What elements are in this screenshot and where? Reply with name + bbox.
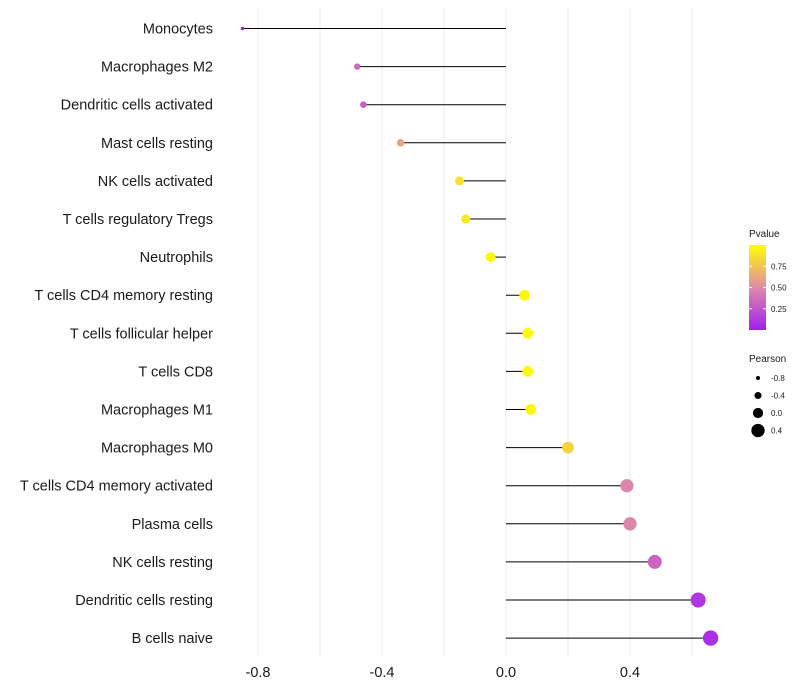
lollipop-point bbox=[702, 630, 719, 646]
lollipop-point bbox=[647, 554, 662, 569]
category-label: Dendritic cells activated bbox=[61, 98, 213, 114]
category-label: T cells follicular helper bbox=[70, 326, 213, 342]
x-tick-label: -0.8 bbox=[246, 665, 271, 681]
lollipop-stems bbox=[242, 28, 711, 639]
category-label: Macrophages M2 bbox=[101, 60, 213, 76]
lollipop-point bbox=[485, 252, 496, 263]
category-label: Macrophages M0 bbox=[101, 441, 213, 457]
category-label: T cells regulatory Tregs bbox=[63, 212, 213, 228]
lollipop-point bbox=[454, 176, 465, 186]
pvalue-legend-label: 0.50 bbox=[771, 284, 787, 293]
lollipop-points bbox=[240, 26, 719, 646]
category-label: Monocytes bbox=[143, 22, 213, 38]
category-label: NK cells activated bbox=[98, 174, 213, 190]
lollipop-point bbox=[522, 327, 534, 339]
pvalue-legend-title: Pvalue bbox=[749, 229, 780, 240]
lollipop-point bbox=[690, 592, 706, 608]
x-tick-label: 0.4 bbox=[620, 665, 640, 681]
pvalue-colorbar bbox=[749, 245, 766, 330]
lollipop-point bbox=[522, 366, 534, 377]
x-tick-label: 0.0 bbox=[496, 665, 516, 681]
category-label: NK cells resting bbox=[112, 555, 213, 571]
pearson-legend-title: Pearson bbox=[749, 354, 786, 365]
category-label: T cells CD4 memory resting bbox=[34, 288, 213, 304]
lollipop-point bbox=[562, 441, 574, 454]
pvalue-legend-label: 0.75 bbox=[771, 262, 787, 271]
category-label: Neutrophils bbox=[140, 250, 213, 266]
lollipop-point bbox=[620, 479, 634, 493]
lollipop-point bbox=[461, 214, 471, 224]
category-labels: Monocytes Macrophages M2 Dendritic cells a… bbox=[20, 22, 213, 648]
lollipop-point bbox=[353, 63, 361, 70]
pearson-legend-point bbox=[754, 391, 762, 400]
pearson-legend-point bbox=[756, 376, 760, 380]
lollipop-point bbox=[360, 101, 367, 109]
grid-lines bbox=[257, 8, 693, 656]
lollipop-point bbox=[519, 289, 530, 301]
pearson-legend-label: 0.0 bbox=[771, 409, 783, 418]
pvalue-legend-label: 0.25 bbox=[771, 305, 787, 314]
lollipop-point bbox=[623, 517, 637, 531]
pearson-legend-point bbox=[752, 407, 764, 419]
category-label: Plasma cells bbox=[132, 517, 213, 533]
pearson-legend-label: -0.8 bbox=[771, 374, 785, 383]
category-label: Mast cells resting bbox=[101, 136, 213, 152]
lollipop-point bbox=[525, 404, 537, 415]
pearson-legend-point bbox=[751, 423, 765, 438]
lollipop-point bbox=[396, 139, 405, 147]
category-label: Macrophages M1 bbox=[101, 403, 213, 419]
category-label: T cells CD4 memory activated bbox=[20, 479, 213, 495]
category-label: T cells CD8 bbox=[138, 364, 213, 380]
pearson-legend-label: -0.4 bbox=[771, 392, 785, 401]
category-label: B cells naive bbox=[132, 631, 213, 647]
category-label: Dendritic cells resting bbox=[75, 593, 213, 609]
lollipop-point bbox=[240, 26, 245, 31]
pearson-legend: Pearson -0.8 -0.4 0.0 0.4 bbox=[749, 354, 786, 438]
x-tick-label: -0.4 bbox=[370, 665, 395, 681]
x-axis-tick-labels: -0.8 -0.4 0.0 0.4 bbox=[246, 665, 641, 681]
pearson-legend-label: 0.4 bbox=[771, 427, 783, 436]
pvalue-legend: Pvalue 0.25 0.50 0.75 bbox=[749, 229, 787, 330]
